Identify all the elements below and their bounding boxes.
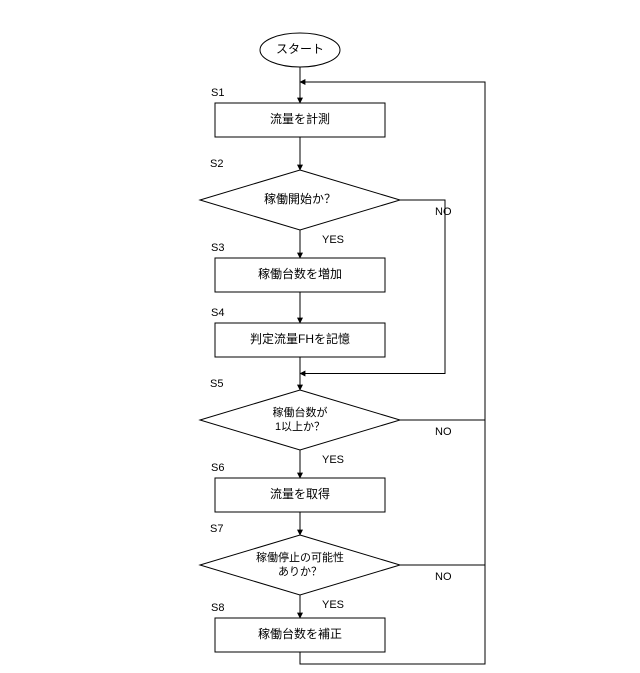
svg-text:YES: YES	[322, 599, 344, 611]
svg-text:稼働台数を増加: 稼働台数を増加	[258, 266, 342, 281]
svg-text:判定流量FHを記憶: 判定流量FHを記憶	[250, 331, 350, 346]
svg-text:流量を取得: 流量を取得	[270, 486, 330, 501]
svg-text:NO: NO	[435, 426, 452, 438]
svg-text:YES: YES	[322, 234, 344, 246]
svg-text:S7: S7	[210, 523, 223, 535]
svg-text:ありか？: ありか？	[278, 565, 322, 578]
svg-text:S6: S6	[211, 462, 224, 474]
svg-text:稼働台数を補正: 稼働台数を補正	[258, 626, 342, 641]
svg-text:スタート: スタート	[276, 42, 324, 56]
svg-text:S4: S4	[211, 307, 224, 319]
svg-text:YES: YES	[322, 454, 344, 466]
svg-text:S3: S3	[211, 242, 224, 254]
svg-text:S1: S1	[211, 87, 224, 99]
svg-text:S8: S8	[211, 602, 224, 614]
svg-text:S2: S2	[210, 158, 223, 170]
svg-text:流量を計測: 流量を計測	[270, 111, 330, 126]
svg-text:稼働開始か？: 稼働開始か？	[264, 191, 336, 206]
svg-text:稼働台数が: 稼働台数が	[273, 405, 328, 419]
svg-text:S5: S5	[210, 378, 223, 390]
svg-text:稼働停止の可能性: 稼働停止の可能性	[256, 550, 344, 564]
flowchart: スタート流量を計測 S1 稼働開始か？ S2 稼働台数を増加 S3 判定流量FHを記憶 S4 稼…	[0, 0, 640, 673]
svg-text:NO: NO	[435, 571, 452, 583]
svg-text:NO: NO	[435, 206, 452, 218]
svg-text:1以上か？: 1以上か？	[275, 420, 325, 433]
